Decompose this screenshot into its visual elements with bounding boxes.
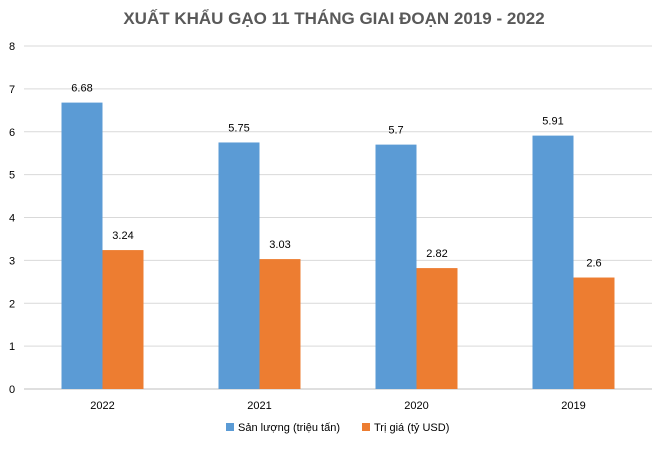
data-label: 5.75 xyxy=(228,122,249,134)
bars xyxy=(61,102,615,389)
bar-san-luong xyxy=(375,144,417,389)
legend-label: Trị giá (tỷ USD) xyxy=(374,422,449,434)
data-label: 5.7 xyxy=(388,125,403,137)
y-tick-label: 5 xyxy=(9,170,15,182)
data-label: 2.6 xyxy=(586,258,601,270)
legend-label: Sản lượng (triệu tấn) xyxy=(238,422,340,434)
x-axis-ticks: 2022 2021 2020 2019 xyxy=(90,400,585,412)
bar-san-luong xyxy=(61,102,103,389)
data-label: 5.91 xyxy=(542,116,563,128)
x-tick-label: 2021 xyxy=(247,400,271,412)
x-tick-label: 2022 xyxy=(90,400,114,412)
x-tick-label: 2019 xyxy=(561,400,585,412)
y-tick-label: 1 xyxy=(9,341,15,353)
legend-item: Sản lượng (triệu tấn) xyxy=(226,422,340,434)
x-tick-label: 2020 xyxy=(404,400,428,412)
y-tick-label: 8 xyxy=(9,41,15,53)
legend-swatch xyxy=(362,423,370,431)
data-label: 2.82 xyxy=(426,248,447,260)
bar-tri-gia xyxy=(102,250,144,389)
bar-tri-gia xyxy=(416,268,458,389)
data-label: 3.24 xyxy=(112,230,133,242)
y-axis-ticks: 0 1 2 3 4 5 6 7 8 xyxy=(9,41,15,396)
data-labels: 6.68 3.24 5.75 3.03 5.7 2.82 5.91 2.6 xyxy=(71,83,601,270)
bar-tri-gia xyxy=(573,277,615,389)
y-tick-label: 0 xyxy=(9,384,15,396)
chart-title: XUẤT KHẨU GẠO 11 THÁNG GIAI ĐOẠN 2019 - … xyxy=(123,9,544,28)
bar-tri-gia xyxy=(259,259,301,389)
y-tick-label: 4 xyxy=(9,213,15,225)
bar-san-luong xyxy=(532,135,574,389)
legend-item: Trị giá (tỷ USD) xyxy=(362,422,449,434)
bar-san-luong xyxy=(218,142,260,389)
data-label: 6.68 xyxy=(71,83,92,95)
legend: Sản lượng (triệu tấn) Trị giá (tỷ USD) xyxy=(226,422,449,434)
y-tick-label: 2 xyxy=(9,298,15,310)
legend-swatch xyxy=(226,423,234,431)
data-label: 3.03 xyxy=(269,239,290,251)
y-tick-label: 6 xyxy=(9,127,15,139)
y-tick-label: 3 xyxy=(9,255,15,267)
y-tick-label: 7 xyxy=(9,84,15,96)
